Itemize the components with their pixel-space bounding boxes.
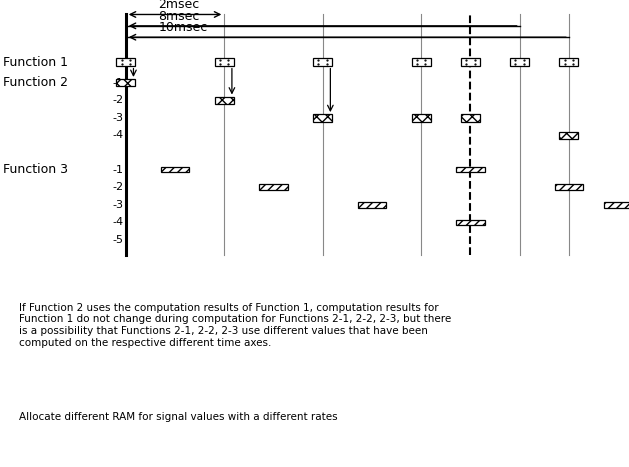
- Text: Function 2: Function 2: [3, 76, 68, 89]
- Bar: [510, 58, 529, 66]
- Bar: [116, 79, 135, 86]
- Bar: [161, 167, 189, 172]
- Bar: [456, 167, 484, 172]
- Text: -4: -4: [112, 217, 123, 227]
- Text: Function 1: Function 1: [3, 56, 68, 69]
- Bar: [555, 184, 583, 190]
- Bar: [214, 97, 234, 104]
- Bar: [559, 132, 579, 139]
- Text: If Function 2 uses the computation results of Function 1, computation results fo: If Function 2 uses the computation resul…: [19, 303, 451, 347]
- Text: Allocate different RAM for signal values with a different rates: Allocate different RAM for signal values…: [19, 412, 338, 422]
- Text: -2: -2: [112, 182, 123, 192]
- Bar: [214, 58, 234, 66]
- Text: 10msec: 10msec: [159, 21, 208, 34]
- Bar: [313, 114, 332, 121]
- Text: -1: -1: [112, 164, 123, 175]
- Text: -2: -2: [112, 95, 123, 105]
- Bar: [411, 58, 431, 66]
- Text: -4: -4: [112, 130, 123, 141]
- Bar: [604, 202, 629, 207]
- Bar: [313, 58, 332, 66]
- Bar: [461, 58, 480, 66]
- Text: -3: -3: [112, 113, 123, 123]
- Text: 2msec: 2msec: [159, 0, 200, 11]
- Bar: [259, 184, 287, 190]
- Text: -3: -3: [112, 200, 123, 210]
- Text: -5: -5: [112, 235, 123, 245]
- Bar: [411, 114, 431, 121]
- Text: -1: -1: [112, 78, 123, 88]
- Bar: [358, 202, 386, 207]
- Bar: [116, 58, 135, 66]
- Bar: [456, 219, 484, 225]
- Bar: [559, 58, 579, 66]
- Bar: [461, 114, 480, 121]
- Text: 8msec: 8msec: [159, 10, 200, 23]
- Text: Function 3: Function 3: [3, 163, 68, 176]
